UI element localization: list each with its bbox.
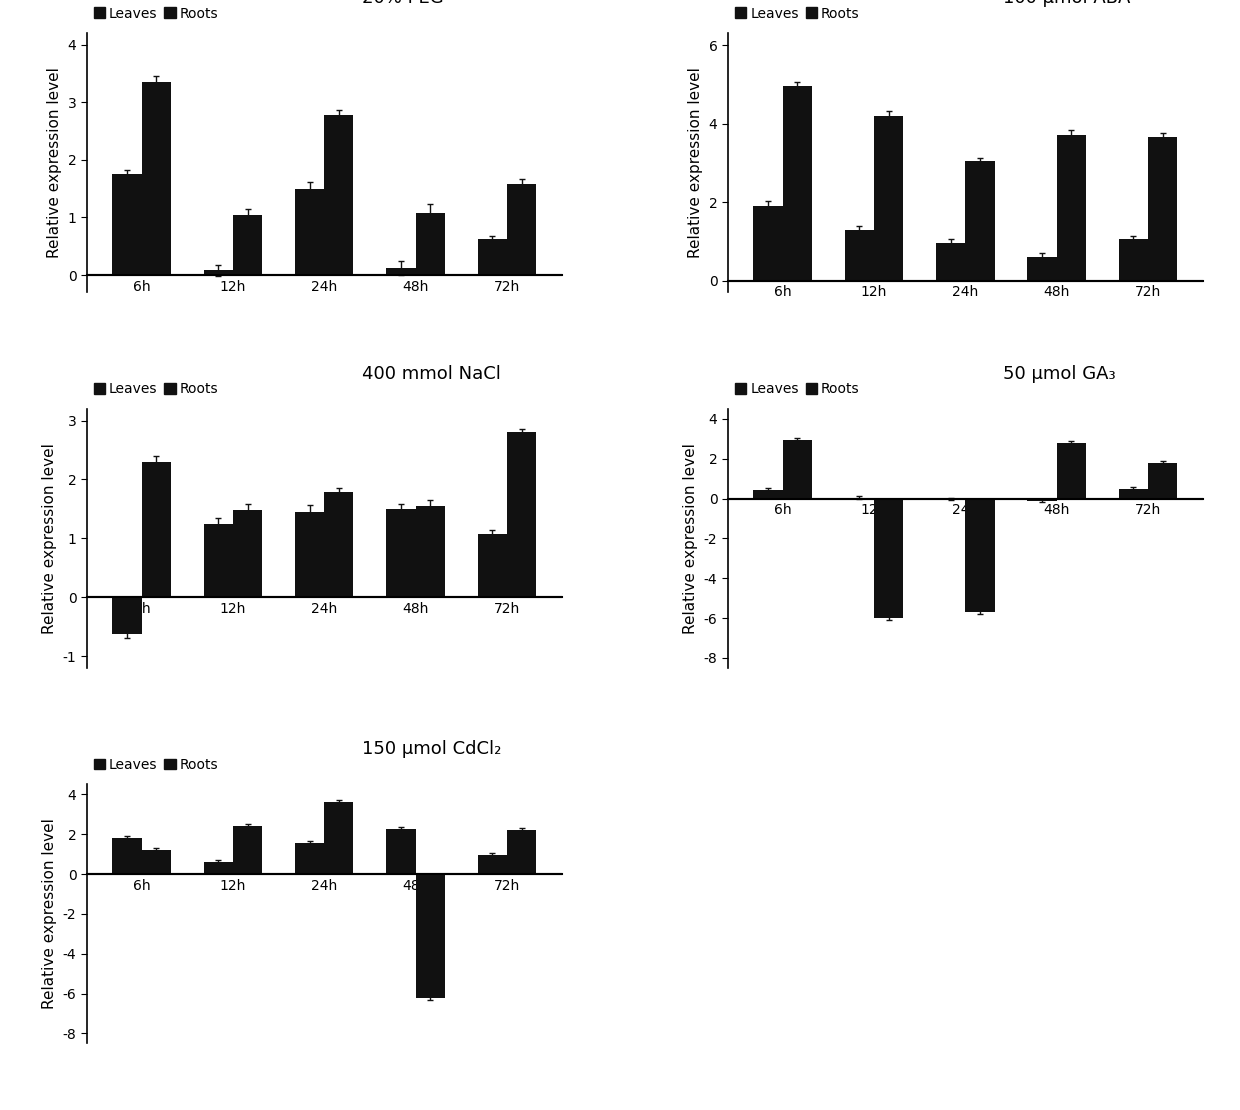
Bar [844,230,874,281]
Legend: Leaves, Roots: Leaves, Roots [735,7,859,21]
Bar [324,115,353,275]
Text: 400 mmol NaCl: 400 mmol NaCl [362,365,501,383]
Bar [113,174,141,275]
Bar [1028,498,1056,501]
Bar [141,850,171,874]
Bar [415,506,445,597]
Y-axis label: Relative expression level: Relative expression level [688,68,703,259]
Bar [324,803,353,874]
Bar [507,433,536,597]
Bar [1056,443,1086,498]
Bar [141,82,171,275]
Text: 20% PEG: 20% PEG [362,0,444,8]
Y-axis label: Relative expression level: Relative expression level [47,68,62,259]
Y-axis label: Relative expression level: Relative expression level [42,443,57,634]
Bar [507,184,536,275]
Bar [1056,134,1086,281]
Bar [1148,463,1177,498]
Legend: Leaves, Roots: Leaves, Roots [94,758,218,771]
Bar [477,240,507,275]
Bar [477,534,507,597]
Bar [1118,240,1148,281]
Text: 50 μmol GA₃: 50 μmol GA₃ [1003,365,1116,383]
Y-axis label: Relative expression level: Relative expression level [42,818,57,1009]
Bar [1028,258,1056,281]
Bar [754,490,782,498]
Bar [233,826,262,874]
Bar [233,215,262,275]
Bar [477,855,507,874]
Bar [782,87,812,281]
Bar [203,524,233,597]
Bar [1148,138,1177,281]
Bar [754,206,782,281]
Bar [295,189,324,275]
Bar [295,844,324,874]
Legend: Leaves, Roots: Leaves, Roots [735,382,859,396]
Text: 100 μmol ABA: 100 μmol ABA [1003,0,1131,8]
Bar [966,498,994,612]
Bar [936,243,966,281]
Bar [1118,488,1148,498]
Bar [874,498,903,618]
Bar [233,511,262,597]
Bar [113,597,141,634]
Bar [415,874,445,998]
Bar [203,271,233,275]
Bar [113,838,141,874]
Y-axis label: Relative expression level: Relative expression level [683,443,698,634]
Bar [387,508,415,597]
Bar [324,493,353,597]
Bar [782,440,812,498]
Bar [203,861,233,874]
Legend: Leaves, Roots: Leaves, Roots [94,382,218,396]
Text: 150 μmol CdCl₂: 150 μmol CdCl₂ [362,740,502,758]
Bar [415,213,445,275]
Bar [295,512,324,597]
Bar [874,115,903,281]
Legend: Leaves, Roots: Leaves, Roots [94,7,218,21]
Bar [966,161,994,281]
Bar [507,830,536,874]
Bar [387,829,415,874]
Bar [387,269,415,275]
Bar [141,462,171,597]
